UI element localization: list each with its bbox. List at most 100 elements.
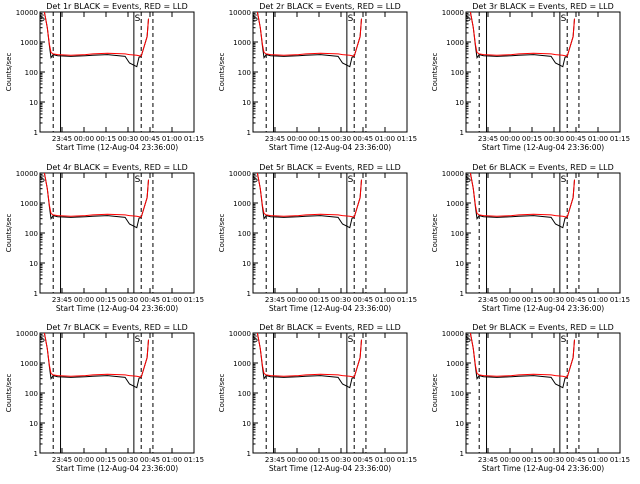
- x-tick-label: 00:00: [74, 135, 94, 143]
- saa-marker-1: S: [465, 335, 471, 345]
- y-tick-label: 100: [25, 390, 38, 398]
- panel-det-9: Det 9r BLACK = Events, RED = LLD 1 10 100 10…: [431, 323, 630, 473]
- x-tick-label: 23:45: [52, 456, 72, 464]
- y-tick-label: 1000: [20, 39, 38, 47]
- x-tick-label: 01:00: [375, 296, 395, 304]
- x-tick-label: 01:15: [397, 135, 417, 143]
- panel-det-7: Det 7r BLACK = Events, RED = LLD 1 10 100 10…: [5, 323, 204, 473]
- x-tick-label: 00:00: [287, 456, 307, 464]
- x-axis-label: Start Time (12-Aug-04 23:36:00): [56, 143, 178, 152]
- y-axis-label: Counts/sec: [5, 53, 13, 92]
- x-tick-label: 23:45: [52, 135, 72, 143]
- plot-frame: [252, 332, 408, 454]
- series-lld: [256, 12, 362, 57]
- y-tick-label: 1: [460, 290, 464, 298]
- y-tick-label: 100: [238, 390, 251, 398]
- saa-marker-2: S: [135, 175, 141, 185]
- series-events: [43, 12, 149, 68]
- y-axis-label: Counts/sec: [431, 53, 439, 92]
- x-tick-label: 01:15: [397, 456, 417, 464]
- y-axis-label: Counts/sec: [431, 214, 439, 253]
- y-tick-label: 1000: [20, 200, 38, 208]
- series-events: [469, 333, 575, 389]
- saa-marker-2: S: [561, 335, 567, 345]
- x-tick-label: 00:15: [522, 135, 542, 143]
- plot-frame: [465, 332, 621, 454]
- x-tick-label: 00:30: [331, 135, 351, 143]
- x-axis-label: Start Time (12-Aug-04 23:36:00): [269, 143, 391, 152]
- x-tick-label: 01:15: [610, 296, 630, 304]
- y-tick-label: 1: [34, 290, 38, 298]
- x-tick-label: 00:30: [331, 296, 351, 304]
- x-tick-label: 00:30: [331, 456, 351, 464]
- x-tick-label: 00:45: [566, 296, 586, 304]
- x-axis-label: Start Time (12-Aug-04 23:36:00): [269, 464, 391, 473]
- x-tick-label: 00:00: [74, 456, 94, 464]
- saa-marker-2: S: [561, 175, 567, 185]
- series-lld: [43, 173, 149, 218]
- panel-title: Det 4r BLACK = Events, RED = LLD: [46, 163, 188, 172]
- y-tick-label: 1000: [446, 200, 464, 208]
- x-axis-label: Start Time (12-Aug-04 23:36:00): [482, 304, 604, 313]
- y-axis-label: Counts/sec: [218, 374, 226, 413]
- y-tick-label: 100: [25, 69, 38, 77]
- y-tick-label: 10: [242, 99, 251, 107]
- y-tick-label: 1: [247, 290, 251, 298]
- y-tick-label: 1: [247, 450, 251, 458]
- y-axis-label: Counts/sec: [5, 374, 13, 413]
- x-tick-label: 00:45: [566, 456, 586, 464]
- y-tick-label: 10000: [442, 330, 464, 338]
- saa-marker-1: S: [465, 14, 471, 24]
- x-tick-label: 00:15: [96, 135, 116, 143]
- x-tick-label: 23:45: [478, 135, 498, 143]
- x-tick-label: 00:15: [309, 135, 329, 143]
- y-tick-label: 1000: [446, 360, 464, 368]
- x-tick-label: 01:15: [184, 456, 204, 464]
- panel-det-1: Det 1r BLACK = Events, RED = LLD 1 10 100 10…: [5, 2, 204, 152]
- series-lld: [256, 173, 362, 218]
- x-tick-label: 00:45: [353, 296, 373, 304]
- x-tick-label: 00:00: [287, 135, 307, 143]
- series-lld: [43, 333, 149, 378]
- x-tick-label: 00:00: [287, 296, 307, 304]
- y-tick-label: 1000: [20, 360, 38, 368]
- y-axis-label: Counts/sec: [431, 374, 439, 413]
- panel-title: Det 5r BLACK = Events, RED = LLD: [259, 163, 401, 172]
- x-tick-label: 00:15: [309, 296, 329, 304]
- panel-title: Det 1r BLACK = Events, RED = LLD: [46, 2, 188, 11]
- x-tick-label: 23:45: [478, 456, 498, 464]
- x-tick-label: 01:15: [184, 135, 204, 143]
- x-tick-label: 00:30: [544, 296, 564, 304]
- y-tick-label: 100: [451, 69, 464, 77]
- plot-frame: [39, 11, 195, 133]
- plot-frame: [39, 172, 195, 294]
- x-tick-label: 00:45: [140, 456, 160, 464]
- x-tick-label: 00:00: [74, 296, 94, 304]
- panel-title: Det 2r BLACK = Events, RED = LLD: [259, 2, 401, 11]
- series-events: [43, 173, 149, 229]
- x-tick-label: 01:00: [162, 456, 182, 464]
- x-tick-label: 01:00: [588, 296, 608, 304]
- x-tick-label: 00:00: [500, 135, 520, 143]
- series-lld: [469, 12, 575, 57]
- saa-marker-1: S: [252, 14, 258, 24]
- series-events: [256, 333, 362, 389]
- y-tick-label: 10000: [16, 170, 38, 178]
- panel-det-8: Det 8r BLACK = Events, RED = LLD 1 10 100 10…: [218, 323, 417, 473]
- panel-title: Det 8r BLACK = Events, RED = LLD: [259, 323, 401, 332]
- x-tick-label: 00:15: [96, 296, 116, 304]
- panel-title: Det 6r BLACK = Events, RED = LLD: [472, 163, 614, 172]
- x-tick-label: 00:15: [309, 456, 329, 464]
- y-tick-label: 10000: [16, 330, 38, 338]
- x-tick-label: 00:45: [566, 135, 586, 143]
- y-tick-label: 1000: [446, 39, 464, 47]
- saa-marker-2: S: [348, 175, 354, 185]
- y-tick-label: 10000: [442, 170, 464, 178]
- x-axis-label: Start Time (12-Aug-04 23:36:00): [56, 464, 178, 473]
- panel-det-4: Det 4r BLACK = Events, RED = LLD 1 10 100 10…: [5, 163, 204, 313]
- series-events: [469, 12, 575, 68]
- y-tick-label: 1: [34, 129, 38, 137]
- y-tick-label: 1: [247, 129, 251, 137]
- y-tick-label: 1: [460, 450, 464, 458]
- x-axis-label: Start Time (12-Aug-04 23:36:00): [56, 304, 178, 313]
